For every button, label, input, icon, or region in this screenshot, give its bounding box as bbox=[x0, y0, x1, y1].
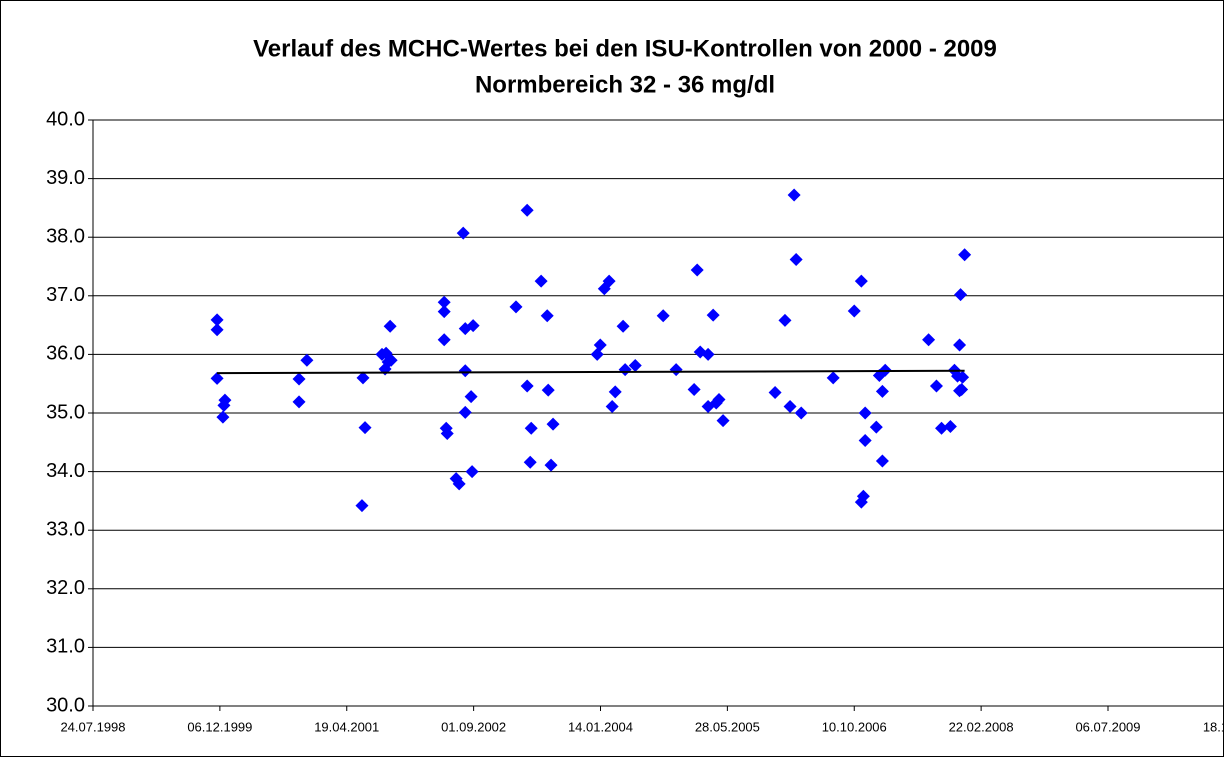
trendline bbox=[217, 369, 965, 375]
y-tick-label: 35.0 bbox=[46, 401, 85, 423]
y-tick-label: 38.0 bbox=[46, 225, 85, 247]
data-point bbox=[789, 252, 803, 266]
x-tick-label: 22.02.2008 bbox=[949, 719, 1014, 734]
data-point bbox=[794, 406, 808, 420]
x-tick-label: 18.11.2010 bbox=[1203, 719, 1224, 734]
y-tick-label: 32.0 bbox=[46, 577, 85, 599]
data-point bbox=[452, 477, 466, 491]
y-tick-label: 36.0 bbox=[46, 343, 85, 365]
data-point bbox=[669, 363, 683, 377]
x-tick-label: 01.09.2002 bbox=[441, 719, 506, 734]
data-point bbox=[608, 385, 622, 399]
x-tick-label: 28.05.2005 bbox=[695, 719, 760, 734]
data-point bbox=[524, 421, 538, 435]
data-point bbox=[210, 323, 224, 337]
data-point bbox=[869, 420, 883, 434]
data-point bbox=[847, 304, 861, 318]
y-tick-label: 31.0 bbox=[46, 636, 85, 658]
data-point bbox=[953, 338, 967, 352]
data-point bbox=[540, 309, 554, 323]
y-tick-label: 34.0 bbox=[46, 460, 85, 482]
data-point bbox=[602, 274, 616, 288]
data-point bbox=[875, 384, 889, 398]
data-point bbox=[437, 305, 451, 319]
data-point bbox=[534, 274, 548, 288]
y-tick-label: 37.0 bbox=[46, 284, 85, 306]
data-point bbox=[509, 300, 523, 314]
data-point bbox=[210, 313, 224, 327]
data-point bbox=[787, 188, 801, 202]
data-point bbox=[383, 319, 397, 333]
x-tick-label: 10.10.2006 bbox=[822, 719, 887, 734]
data-point bbox=[466, 319, 480, 333]
data-point bbox=[437, 333, 451, 347]
data-point bbox=[618, 363, 632, 377]
data-point bbox=[520, 203, 534, 217]
data-point bbox=[520, 379, 534, 393]
data-point bbox=[458, 405, 472, 419]
x-tick-label: 06.07.2009 bbox=[1075, 719, 1140, 734]
data-point bbox=[954, 288, 968, 302]
y-tick-label: 40.0 bbox=[46, 108, 85, 130]
data-point bbox=[546, 417, 560, 431]
data-point bbox=[783, 400, 797, 414]
data-point bbox=[464, 390, 478, 404]
data-point bbox=[456, 226, 470, 240]
data-point bbox=[616, 319, 630, 333]
data-point bbox=[701, 347, 715, 361]
x-tick-label: 24.07.1998 bbox=[60, 719, 125, 734]
data-point bbox=[358, 421, 372, 435]
data-point bbox=[541, 383, 555, 397]
data-point bbox=[768, 385, 782, 399]
data-point bbox=[355, 499, 369, 513]
y-tick-label: 33.0 bbox=[46, 518, 85, 540]
y-tick-label: 39.0 bbox=[46, 167, 85, 189]
x-tick-label: 14.01.2004 bbox=[568, 719, 633, 734]
data-point bbox=[356, 371, 370, 385]
data-point bbox=[943, 419, 957, 433]
data-point bbox=[958, 248, 972, 262]
data-point bbox=[706, 308, 720, 322]
data-point bbox=[384, 353, 398, 367]
data-point bbox=[778, 313, 792, 327]
data-point bbox=[656, 309, 670, 323]
data-point bbox=[858, 434, 872, 448]
data-point bbox=[628, 359, 642, 373]
data-point bbox=[217, 398, 231, 412]
y-tick-label: 30.0 bbox=[46, 694, 85, 716]
data-point bbox=[956, 370, 970, 384]
data-point bbox=[922, 333, 936, 347]
data-point bbox=[292, 372, 306, 386]
data-point bbox=[858, 406, 872, 420]
data-point bbox=[687, 383, 701, 397]
x-tick-label: 06.12.1999 bbox=[187, 719, 252, 734]
data-point bbox=[716, 414, 730, 428]
data-point bbox=[593, 338, 607, 352]
data-point bbox=[854, 274, 868, 288]
data-point bbox=[826, 371, 840, 385]
data-point bbox=[875, 454, 889, 468]
data-point bbox=[210, 371, 224, 385]
data-point bbox=[440, 427, 454, 441]
data-point bbox=[458, 364, 472, 378]
data-point bbox=[712, 393, 726, 407]
x-tick-label: 19.04.2001 bbox=[314, 719, 379, 734]
data-point bbox=[929, 379, 943, 393]
chart-title: Verlauf des MCHC-Wertes bei den ISU-Kont… bbox=[253, 35, 997, 62]
data-point bbox=[605, 400, 619, 414]
data-point bbox=[523, 455, 537, 469]
data-point bbox=[437, 295, 451, 309]
data-point bbox=[955, 383, 969, 397]
data-point bbox=[292, 395, 306, 409]
chart-subtitle: Normbereich 32 - 36 mg/dl bbox=[475, 71, 775, 98]
data-point bbox=[300, 353, 314, 367]
data-point bbox=[465, 465, 479, 479]
data-point bbox=[854, 495, 868, 509]
data-point bbox=[544, 458, 558, 472]
data-point bbox=[935, 421, 949, 435]
data-point bbox=[690, 263, 704, 277]
data-point bbox=[216, 410, 230, 424]
